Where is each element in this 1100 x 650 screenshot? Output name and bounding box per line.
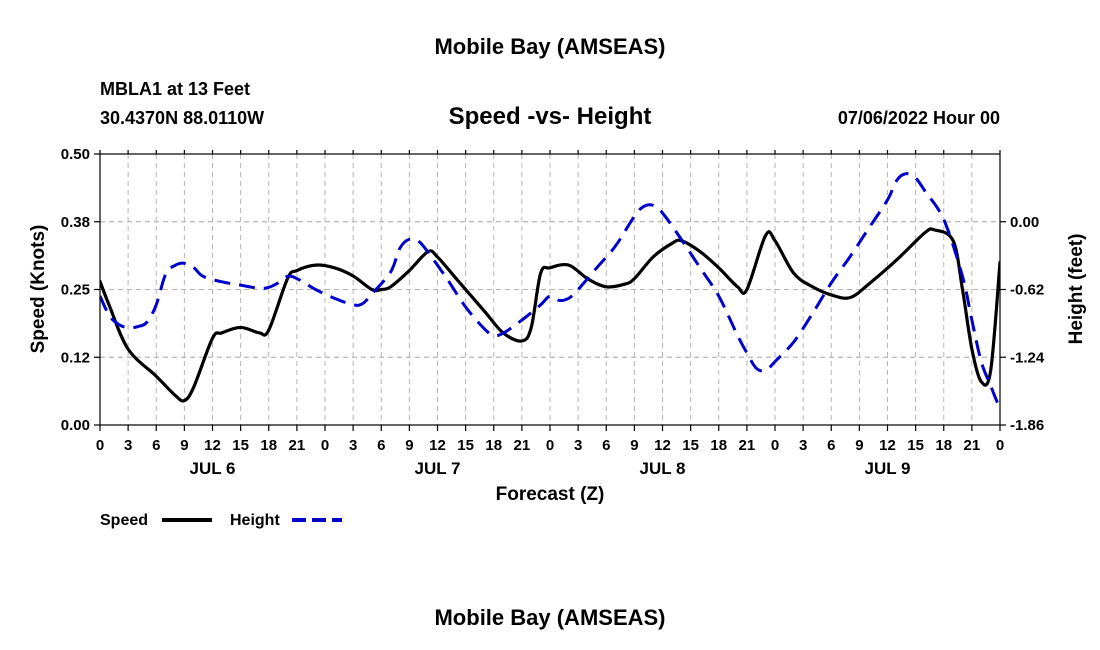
grid-lines (99, 153, 1001, 426)
x-tick-label: 0 (996, 437, 1004, 454)
x-tick-label: 18 (710, 437, 727, 454)
x-tick-label: 9 (180, 437, 188, 454)
series-line-height (100, 172, 1000, 411)
x-tick-label: 18 (485, 437, 502, 454)
x-tick-label: 12 (204, 437, 221, 454)
forecast-datetime: 07/06/2022 Hour 00 (838, 108, 1000, 128)
day-label: JUL 7 (415, 459, 461, 478)
page-title-top: Mobile Bay (AMSEAS) (434, 34, 665, 59)
station-label: MBLA1 at 13 Feet (100, 79, 250, 99)
legend-height-label: Height (230, 512, 280, 529)
x-tick-label: 3 (349, 437, 357, 454)
y-left-tick-label: 0.50 (61, 146, 90, 163)
x-axis-label: Forecast (Z) (496, 484, 605, 505)
y-right-tick-label: -1.24 (1010, 349, 1045, 366)
x-tick-label: 3 (124, 437, 132, 454)
x-tick-label: 0 (96, 437, 104, 454)
x-tick-label: 18 (935, 437, 952, 454)
axes: 0 3 6 9 12 15 18 21 0 3 6 9 12 15 18 21 0 3 6 9 12 15 18 21 0 3 6 9… (61, 146, 1045, 478)
x-tick-label: 21 (739, 437, 756, 454)
legend-speed-label: Speed (100, 512, 148, 529)
x-tick-label: 15 (907, 437, 924, 454)
y-left-tick-label: 0.12 (61, 349, 90, 366)
x-tick-label: 9 (405, 437, 413, 454)
x-tick-label: 18 (260, 437, 277, 454)
x-tick-label: 6 (152, 437, 160, 454)
day-label: JUL 9 (865, 459, 911, 478)
day-label: JUL 8 (640, 459, 686, 478)
y-right-tick-label: -0.62 (1010, 282, 1044, 299)
y-axis-left-label: Speed (Knots) (28, 225, 49, 354)
x-tick-label: 0 (771, 437, 779, 454)
series-layer (100, 172, 1000, 411)
x-tick-label: 21 (964, 437, 981, 454)
x-tick-label: 6 (602, 437, 610, 454)
x-tick-label: 12 (879, 437, 896, 454)
y-axis-right-label: Height (feet) (1066, 234, 1087, 345)
x-tick-label: 21 (514, 437, 531, 454)
x-tick-label: 15 (682, 437, 699, 454)
chart-title: Speed -vs- Height (449, 103, 652, 130)
y-left-tick-label: 0.38 (61, 214, 90, 231)
x-tick-label: 9 (855, 437, 863, 454)
x-tick-label: 15 (457, 437, 474, 454)
x-tick-label: 3 (574, 437, 582, 454)
x-tick-label: 0 (321, 437, 329, 454)
y-left-tick-label: 0.00 (61, 417, 90, 434)
station-coords: 30.4370N 88.0110W (100, 108, 264, 128)
x-tick-label: 0 (546, 437, 554, 454)
day-label: JUL 6 (190, 459, 236, 478)
x-tick-label: 15 (232, 437, 249, 454)
page-title-bottom: Mobile Bay (AMSEAS) (434, 605, 665, 630)
x-tick-label: 6 (377, 437, 385, 454)
x-tick-label: 6 (827, 437, 835, 454)
y-left-tick-label: 0.25 (61, 282, 90, 299)
series-line-speed (100, 227, 1000, 403)
legend: Speed Height (100, 512, 342, 529)
y-right-tick-label: -1.86 (1010, 417, 1044, 434)
x-tick-label: 21 (289, 437, 306, 454)
x-tick-label: 3 (799, 437, 807, 454)
x-tick-label: 9 (630, 437, 638, 454)
x-tick-label: 12 (429, 437, 446, 454)
x-tick-label: 12 (654, 437, 671, 454)
y-right-tick-label: 0.00 (1010, 214, 1039, 231)
